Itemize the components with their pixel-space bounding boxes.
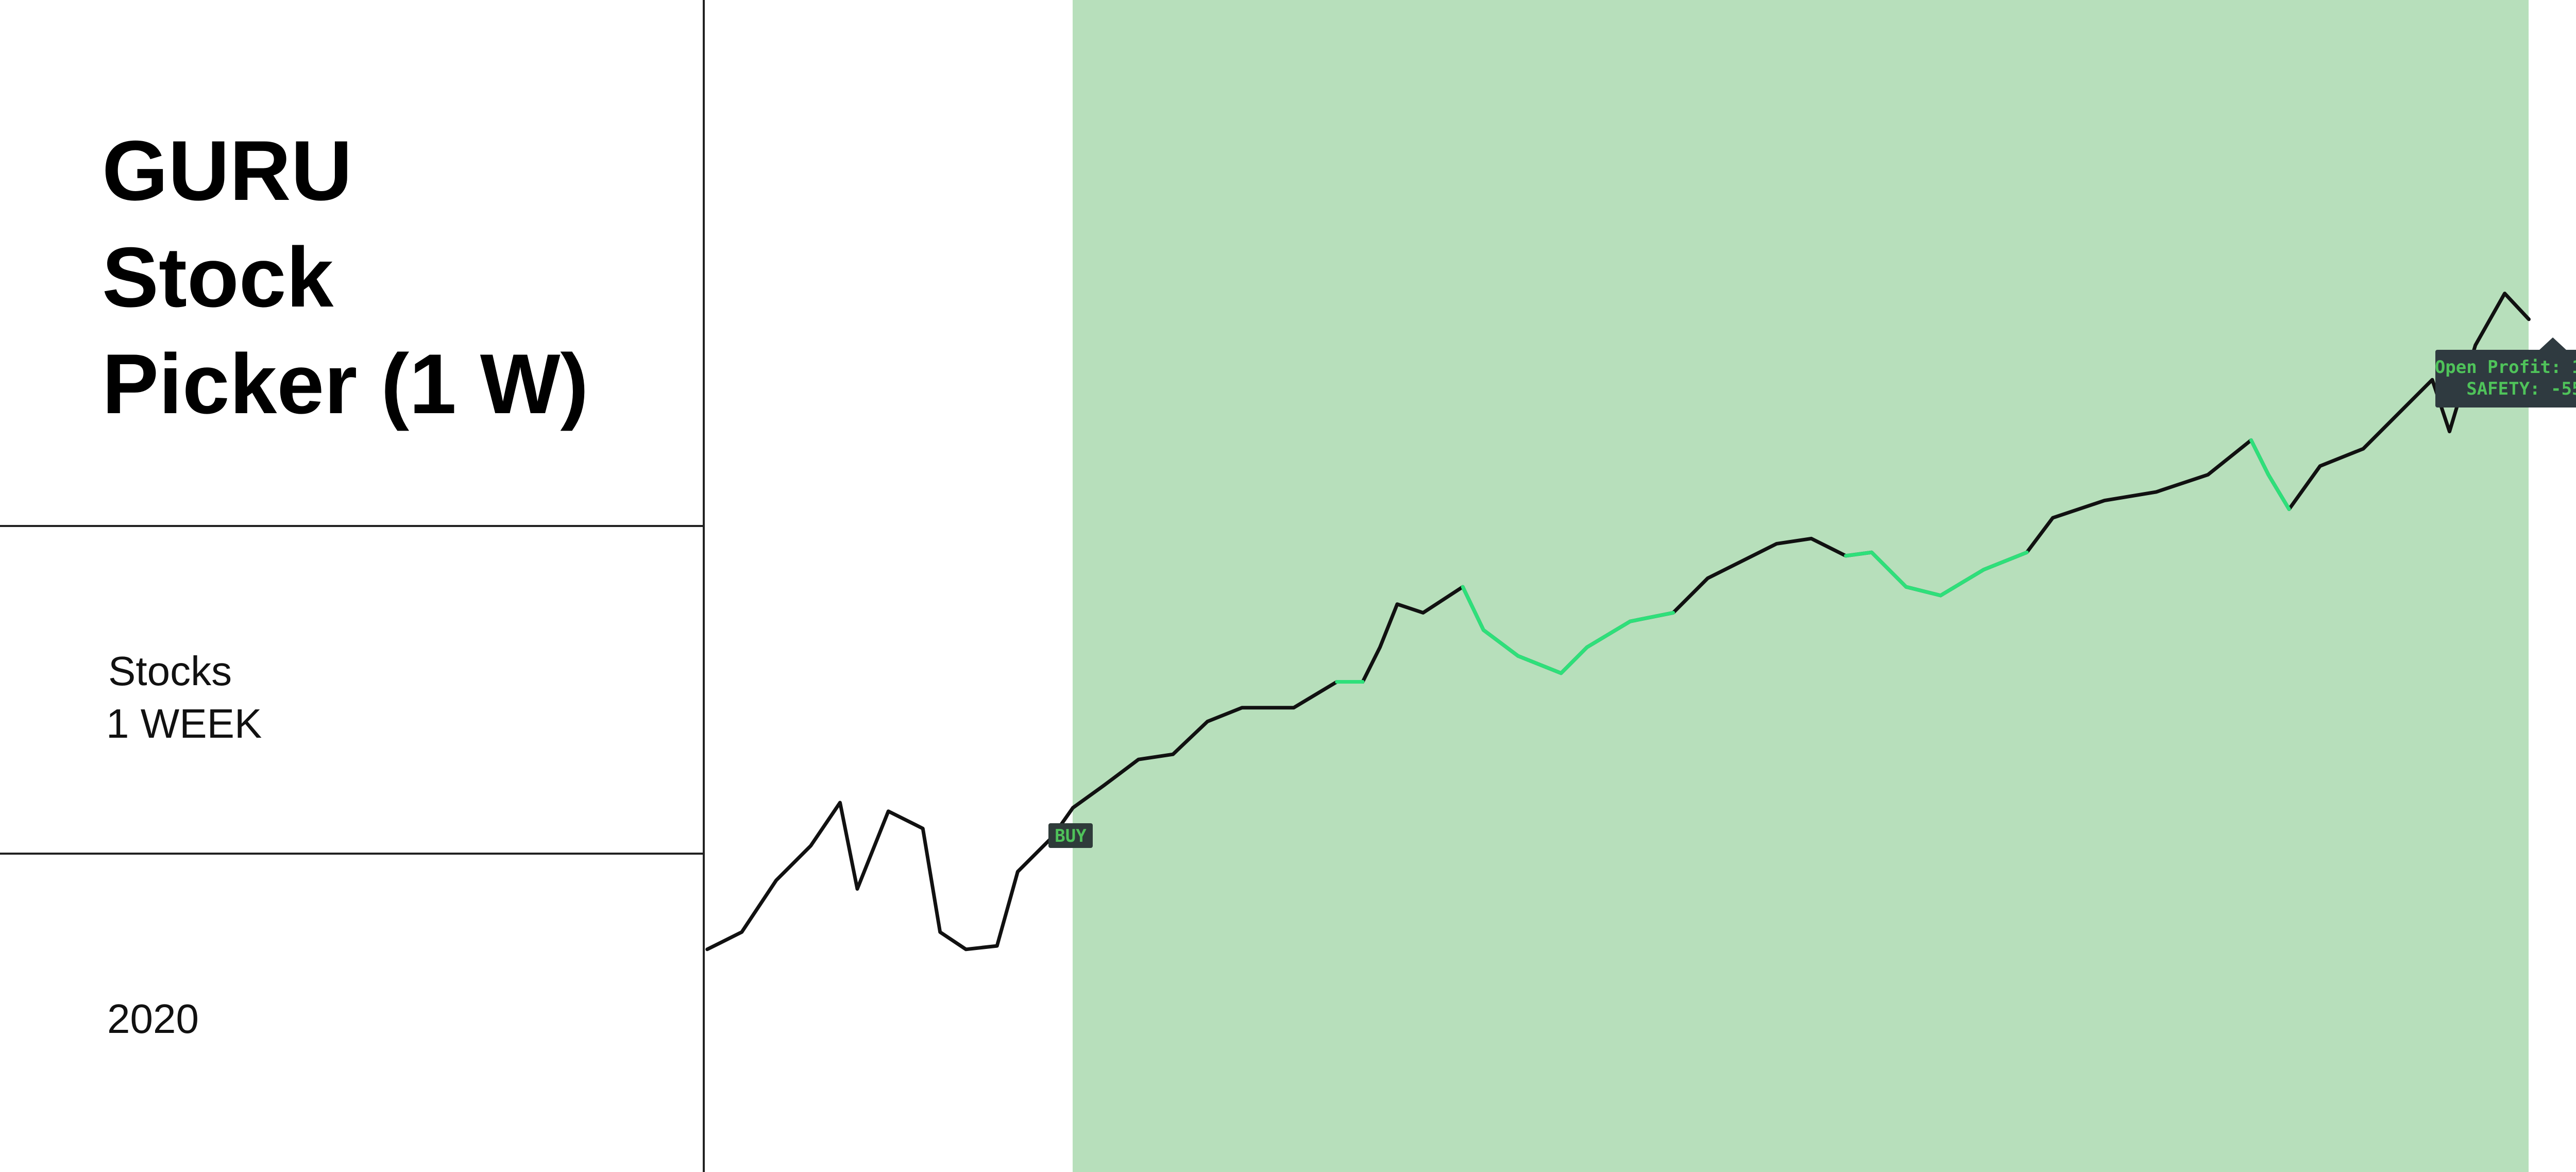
plot <box>705 292 2531 952</box>
timeframe: 1 WEEK <box>106 701 262 746</box>
trade-region <box>1073 0 2529 1172</box>
title-line: Picker (1 W) <box>102 336 588 431</box>
title-line: GURU <box>102 123 352 218</box>
title-line: Stock <box>102 230 334 325</box>
tooltip-line: SAFETY: -55.49 % <box>2466 379 2576 399</box>
buy-badge <box>1048 823 1093 848</box>
buy-label: BUY <box>1055 826 1087 846</box>
tooltip-pointer <box>2539 337 2567 350</box>
year: 2020 <box>107 996 199 1042</box>
tooltip-line: Open Profit: 1546.85 % <box>2435 357 2576 378</box>
tooltip-box <box>2435 350 2576 407</box>
market: Stocks <box>108 648 232 694</box>
price-line <box>1335 438 2291 684</box>
